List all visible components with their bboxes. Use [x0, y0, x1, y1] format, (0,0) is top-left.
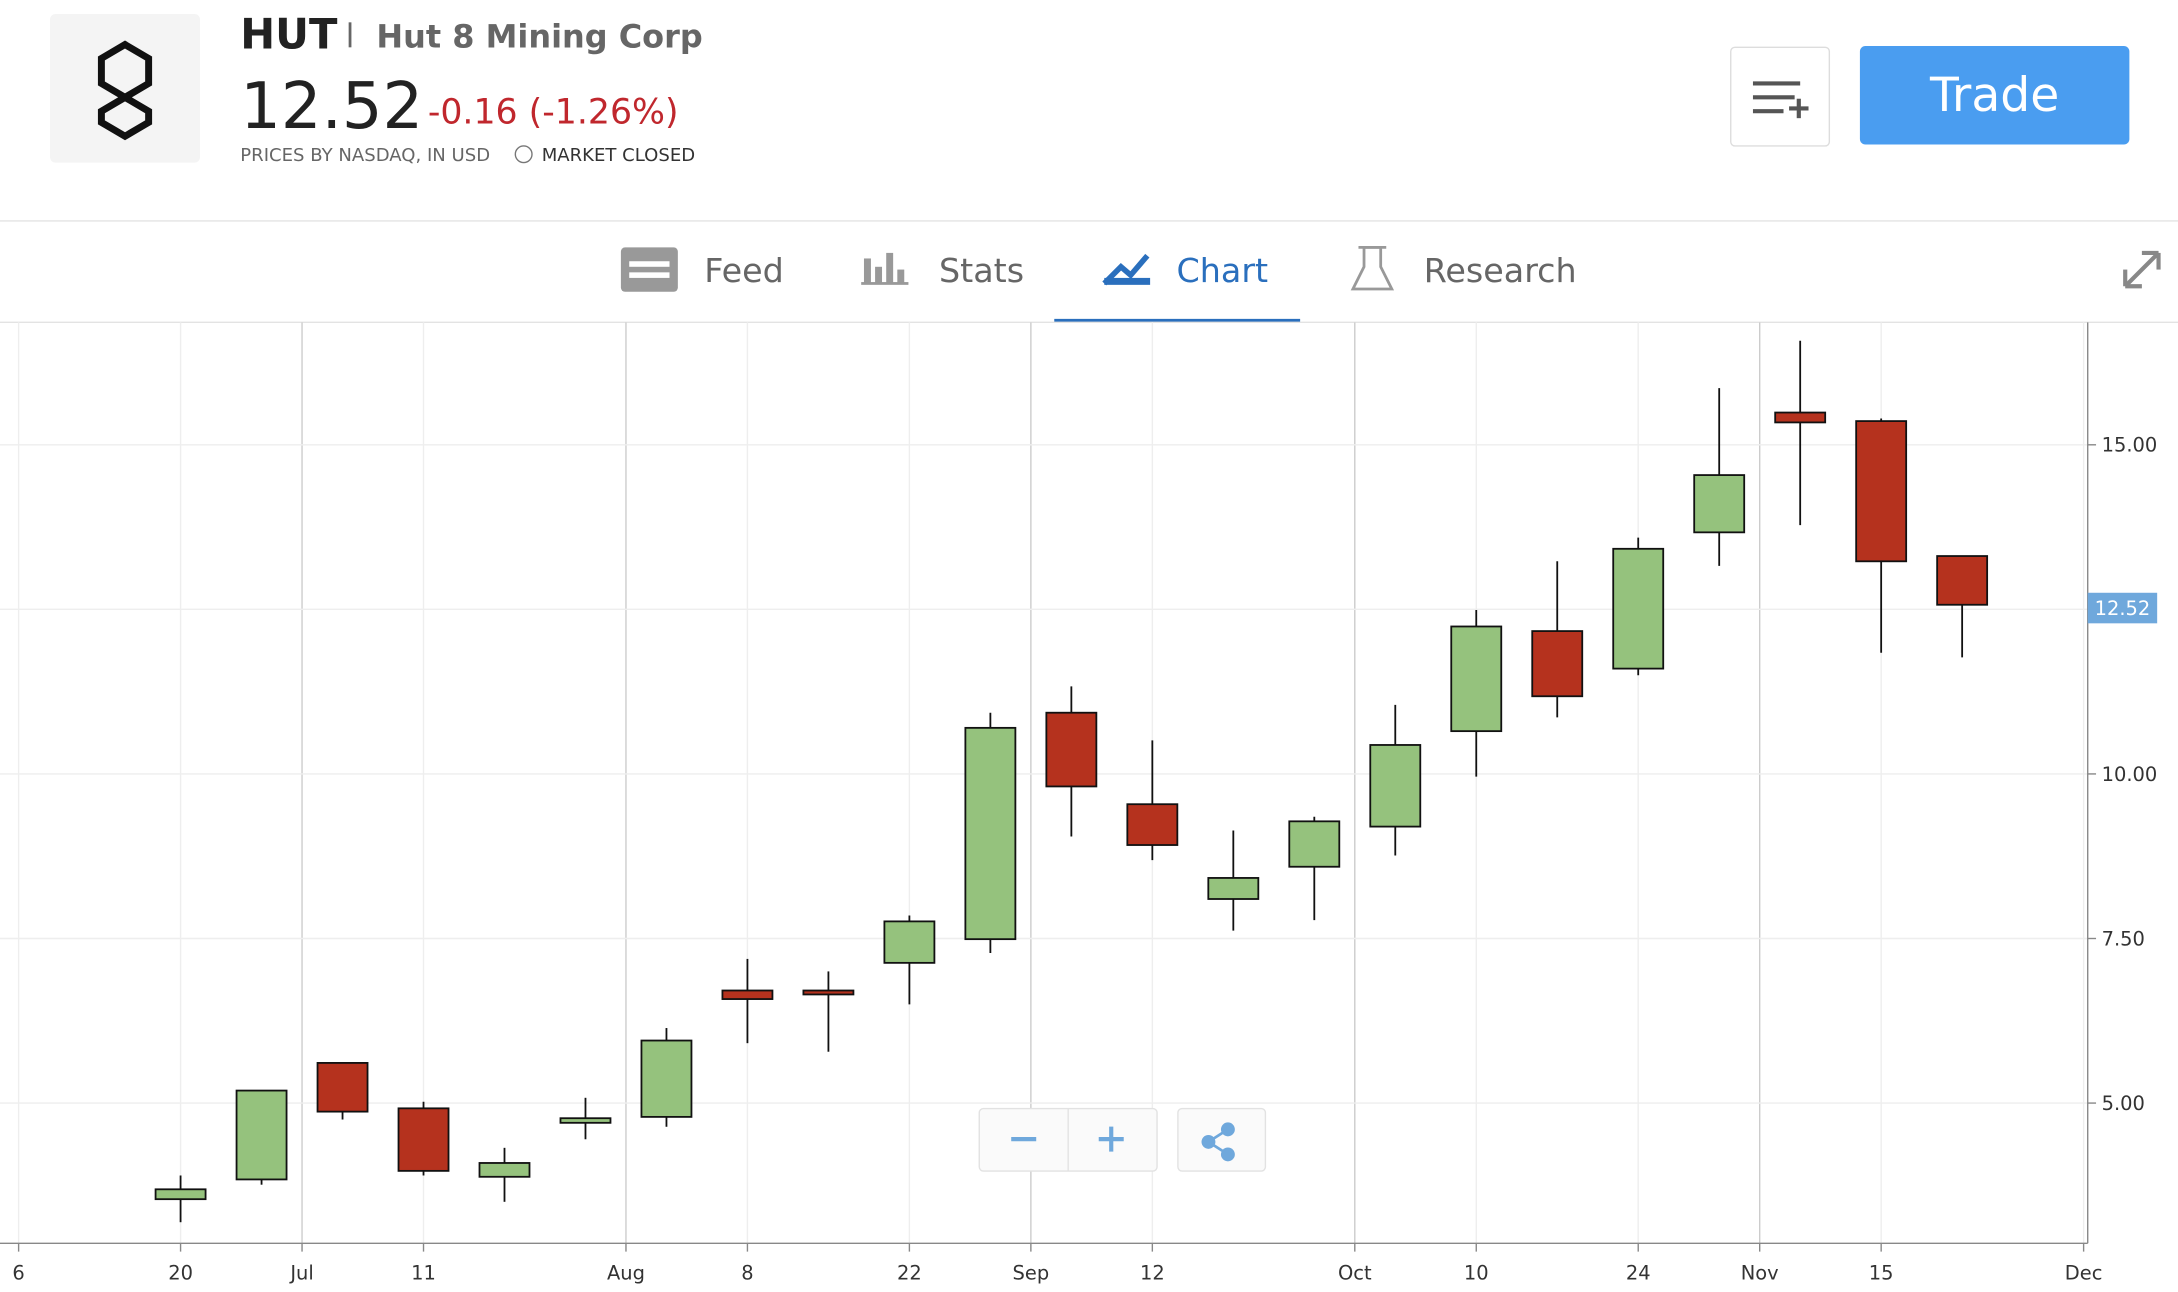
candle-body	[559, 1117, 612, 1124]
stats-icon	[861, 252, 909, 285]
clock-icon	[514, 145, 533, 164]
candle-body	[1126, 803, 1179, 846]
candle-body	[721, 989, 774, 1000]
market-status: MARKET CLOSED	[542, 145, 695, 166]
plot: 6 20 Jul 11 Aug 8 22 Sep 12 Oct 10 24 Nov 15 Dec 5.00 7.…	[0, 322, 2157, 1284]
candle-body	[1450, 625, 1503, 733]
tab-bar: Feed Stats Chart Research	[620, 245, 2161, 324]
tab-label[interactable]: Feed	[704, 251, 784, 290]
expand-icon[interactable]	[2123, 250, 2161, 289]
candle-body	[1693, 474, 1746, 534]
x-tick-label: 6	[12, 1261, 24, 1284]
x-tick-label: 10	[1464, 1261, 1489, 1284]
x-tick-label: 8	[741, 1261, 753, 1284]
candle-body	[316, 1062, 369, 1113]
last-price-flag	[2087, 592, 2158, 624]
candle-body	[1207, 877, 1260, 900]
ticker: HUT	[240, 10, 338, 59]
trade-label[interactable]: Trade	[1929, 68, 2059, 123]
y-tick-label: 5.00	[2102, 1092, 2145, 1115]
price-source: PRICES BY NASDAQ, IN USD	[240, 145, 490, 166]
watchlist-button[interactable]	[1730, 46, 1831, 147]
candle-body	[640, 1039, 693, 1118]
zoom-in[interactable]	[1098, 1126, 1124, 1152]
logo	[97, 40, 153, 141]
x-tick-label: 15	[1869, 1261, 1894, 1284]
share-icon[interactable]	[1201, 1122, 1235, 1162]
candle-body	[1531, 630, 1584, 698]
candle-body	[1774, 411, 1827, 424]
x-tick-label: 22	[897, 1261, 922, 1284]
chart-icon	[1102, 253, 1151, 286]
x-tick-label: 12	[1140, 1261, 1165, 1284]
price-change: -0.16 (-1.26%)	[428, 93, 679, 133]
feed-icon	[620, 247, 678, 292]
price: 12.52	[240, 70, 423, 144]
y-tick-label: 10.00	[2102, 763, 2158, 786]
x-tick-label: 24	[1626, 1261, 1651, 1284]
share-button[interactable]	[1177, 1107, 1267, 1172]
tab-label[interactable]: Research	[1424, 251, 1577, 290]
candle-body	[1288, 820, 1341, 868]
x-tick-label: Aug	[607, 1261, 645, 1284]
candle-body	[397, 1107, 450, 1172]
candle-body	[478, 1162, 531, 1178]
company-name: Hut 8 Mining Corp	[376, 17, 702, 55]
x-tick-label: Sep	[1013, 1261, 1050, 1284]
y-tick-label: 7.50	[2102, 927, 2145, 950]
candle-body	[1855, 420, 1908, 563]
candle-body	[802, 989, 855, 996]
candle-body	[1045, 711, 1098, 788]
zoom-controls	[978, 1107, 1267, 1172]
x-tick-label: Nov	[1741, 1261, 1779, 1284]
x-tick-label: 20	[168, 1261, 193, 1284]
candle-body	[154, 1188, 207, 1201]
x-tick-label: Oct	[1338, 1261, 1372, 1284]
tab-label[interactable]: Chart	[1177, 251, 1269, 290]
candle-body	[235, 1089, 288, 1181]
logo-box	[50, 13, 201, 163]
candle-body	[964, 726, 1017, 941]
x-tick-label: 11	[411, 1261, 436, 1284]
trade-button[interactable]	[1859, 45, 2130, 145]
last-price-label: 12.52	[2095, 597, 2151, 620]
research-icon	[1350, 245, 1395, 291]
x-tick-label: Dec	[2065, 1261, 2103, 1284]
y-tick-label: 15.00	[2102, 434, 2158, 457]
candle-body	[1369, 744, 1422, 828]
x-tick-label: Jul	[289, 1261, 313, 1284]
candle-body	[1612, 547, 1665, 670]
candle-body	[883, 920, 936, 964]
tab-label[interactable]: Stats	[939, 251, 1024, 290]
candle-body	[1936, 555, 1989, 606]
